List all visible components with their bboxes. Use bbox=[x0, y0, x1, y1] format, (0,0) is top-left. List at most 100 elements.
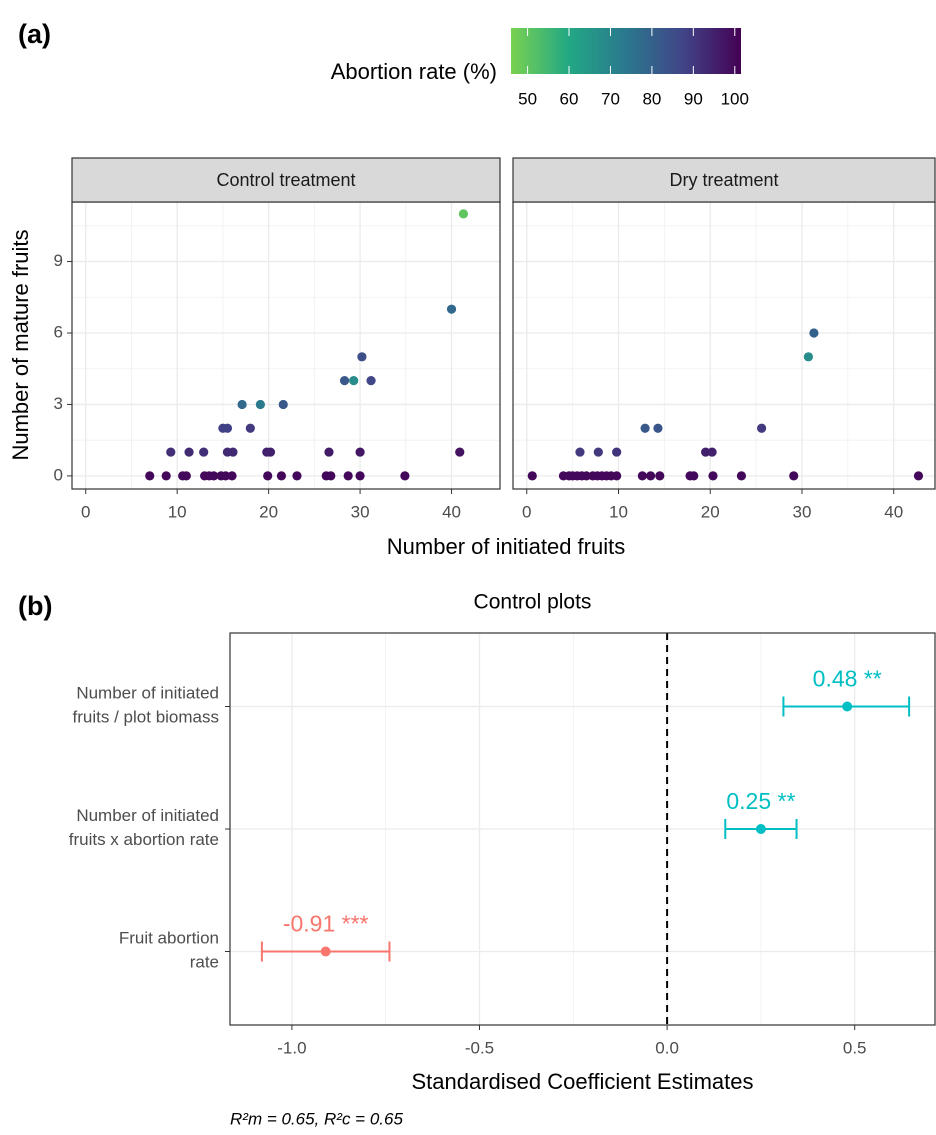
point bbox=[355, 447, 365, 457]
colorbar-tick-label: 90 bbox=[684, 89, 703, 108]
point bbox=[292, 471, 302, 481]
point bbox=[455, 447, 465, 457]
x-tick-label: 20 bbox=[259, 502, 278, 521]
panel-label: (a) bbox=[18, 19, 51, 49]
footnote: R²m = 0.65, R²c = 0.65 bbox=[230, 1109, 403, 1128]
x-tick-label: 0.0 bbox=[655, 1038, 679, 1057]
y-tick-label: 3 bbox=[54, 394, 63, 413]
point bbox=[458, 209, 469, 219]
point bbox=[228, 447, 238, 457]
point bbox=[263, 471, 273, 481]
point bbox=[755, 824, 766, 834]
point bbox=[161, 471, 171, 481]
x-tick-label: 0 bbox=[522, 502, 531, 521]
x-tick-label: 10 bbox=[609, 502, 628, 521]
point bbox=[237, 399, 247, 410]
x-tick-label: 20 bbox=[701, 502, 720, 521]
point bbox=[736, 471, 747, 481]
panel-background bbox=[72, 202, 500, 489]
point bbox=[701, 447, 711, 457]
point bbox=[653, 423, 663, 433]
x-tick-label: -0.5 bbox=[465, 1038, 494, 1057]
point bbox=[640, 423, 650, 433]
strip-label: Control treatment bbox=[216, 170, 355, 190]
point bbox=[446, 304, 457, 314]
point bbox=[145, 471, 155, 481]
point bbox=[789, 471, 799, 481]
point bbox=[803, 352, 814, 362]
chart-title: Control plots bbox=[474, 591, 592, 614]
colorbar-tick-label: 50 bbox=[518, 89, 537, 108]
colorbar bbox=[511, 28, 741, 74]
point bbox=[809, 328, 819, 338]
point bbox=[637, 471, 647, 481]
colorbar-tick-label: 60 bbox=[560, 89, 579, 108]
point bbox=[320, 946, 331, 957]
x-tick-label: 40 bbox=[442, 502, 461, 521]
y-tick-label: Fruit abortion rate bbox=[119, 929, 219, 972]
point bbox=[326, 471, 336, 481]
y-tick-label: 6 bbox=[54, 322, 63, 341]
point bbox=[276, 471, 287, 481]
x-tick-label: 30 bbox=[793, 502, 812, 521]
point bbox=[575, 447, 585, 457]
point bbox=[357, 352, 367, 362]
point bbox=[265, 447, 276, 457]
point bbox=[255, 399, 265, 410]
point bbox=[349, 376, 359, 386]
x-tick-label: -1.0 bbox=[277, 1038, 306, 1057]
colorbar-tick-label: 70 bbox=[601, 89, 620, 108]
y-axis-title: Number of mature fruits bbox=[8, 229, 33, 460]
point bbox=[913, 471, 924, 481]
point bbox=[199, 447, 209, 457]
value-label: -0.91 *** bbox=[283, 911, 369, 937]
strip bbox=[71, 157, 501, 203]
colorbar-tick-label: 100 bbox=[721, 89, 749, 108]
point bbox=[612, 471, 622, 481]
point bbox=[339, 376, 350, 386]
point bbox=[245, 423, 255, 433]
x-tick-label: 0 bbox=[81, 502, 90, 521]
point bbox=[227, 471, 237, 481]
point bbox=[181, 471, 191, 481]
x-tick-label: 10 bbox=[168, 502, 187, 521]
strip-label: Dry treatment bbox=[669, 170, 778, 190]
point bbox=[355, 471, 365, 481]
point bbox=[708, 471, 718, 481]
x-axis-title: Number of initiated fruits bbox=[387, 534, 625, 559]
x-tick-label: 40 bbox=[884, 502, 903, 521]
point bbox=[324, 447, 334, 457]
value-label: 0.48 ** bbox=[813, 666, 882, 692]
y-tick-label: 9 bbox=[54, 251, 63, 270]
point bbox=[366, 376, 376, 386]
point bbox=[221, 471, 231, 481]
strip bbox=[512, 157, 936, 203]
point bbox=[646, 471, 656, 481]
colorbar-tick-label: 80 bbox=[642, 89, 661, 108]
point bbox=[184, 447, 194, 457]
point bbox=[400, 471, 410, 481]
point bbox=[593, 447, 603, 457]
point bbox=[612, 447, 622, 457]
point bbox=[278, 399, 288, 410]
x-tick-label: 0.5 bbox=[843, 1038, 867, 1057]
point bbox=[757, 423, 767, 433]
y-tick-label: Number of initiated fruits x abortion rat… bbox=[69, 806, 219, 849]
point bbox=[581, 471, 591, 481]
point bbox=[222, 423, 233, 433]
point bbox=[527, 471, 537, 481]
point bbox=[209, 471, 219, 481]
panel-border bbox=[229, 632, 936, 1026]
point bbox=[655, 471, 665, 481]
point bbox=[166, 447, 176, 457]
value-label: 0.25 ** bbox=[726, 788, 795, 814]
y-tick-label: Number of initiated fruits / plot biomass bbox=[73, 684, 219, 727]
point bbox=[842, 701, 853, 712]
panel-label: (b) bbox=[18, 591, 52, 621]
y-tick-label: 0 bbox=[54, 465, 63, 484]
x-tick-label: 30 bbox=[351, 502, 370, 521]
colorbar-title: Abortion rate (%) bbox=[331, 59, 497, 84]
point bbox=[343, 471, 353, 481]
point bbox=[689, 471, 699, 481]
